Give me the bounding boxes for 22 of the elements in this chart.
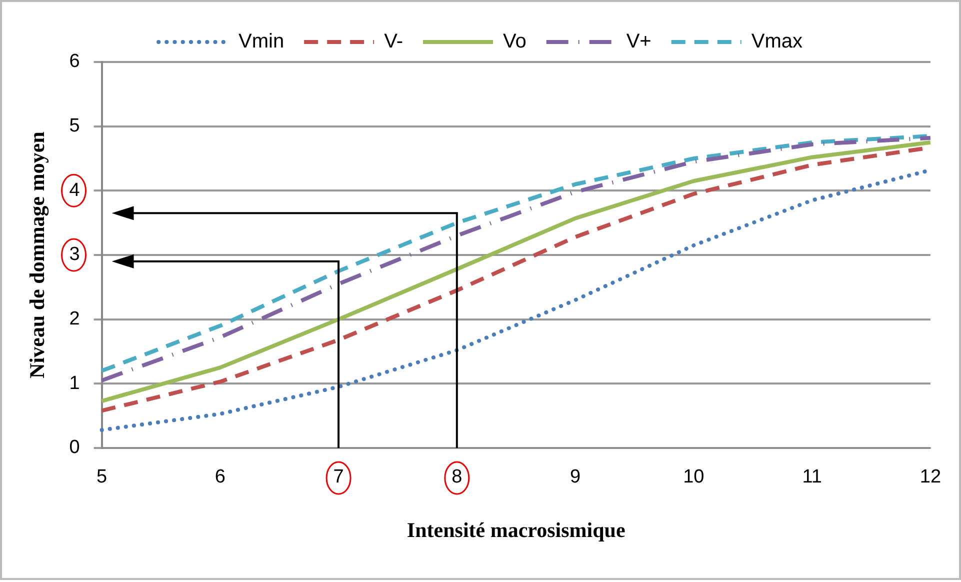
- x-tick-label: 11: [802, 466, 822, 488]
- x-tick-label: 8: [452, 466, 462, 488]
- y-tick-label: 6: [69, 51, 80, 72]
- x-tick-label: 10: [683, 466, 704, 488]
- x-axis-title: Intensité macrosismique: [406, 518, 626, 542]
- y-tick-label: 3: [69, 244, 80, 266]
- legend-label: V+: [626, 30, 652, 53]
- x-tick-label: 5: [96, 466, 108, 488]
- y-tick-label: 5: [69, 116, 80, 137]
- legend-label: Vo: [502, 30, 526, 53]
- x-tick-label: 7: [333, 466, 344, 488]
- y-axis-title: Niveau de dommage moyen: [25, 131, 50, 378]
- x-tick-label: 12: [920, 466, 942, 488]
- legend-label: Vmin: [238, 30, 284, 53]
- x-tick-label: 9: [570, 466, 581, 488]
- y-tick-label: 4: [69, 180, 80, 201]
- y-tick-label: 0: [69, 437, 80, 458]
- x-tick-label: 6: [214, 466, 226, 488]
- y-tick-label: 1: [69, 372, 80, 394]
- legend-label: Vmax: [751, 30, 802, 53]
- legend-label: V-: [384, 30, 403, 53]
- y-tick-label: 2: [69, 308, 80, 330]
